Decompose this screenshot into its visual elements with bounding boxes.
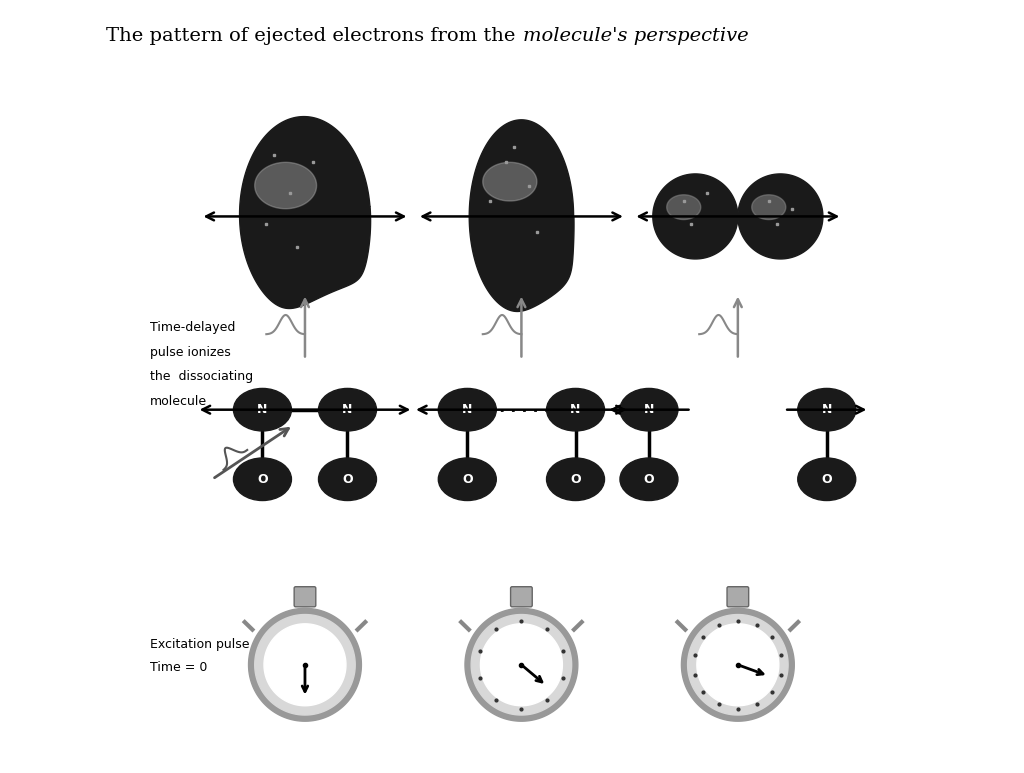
Ellipse shape bbox=[318, 389, 377, 431]
Polygon shape bbox=[471, 615, 571, 715]
Text: N: N bbox=[570, 404, 581, 416]
Polygon shape bbox=[469, 120, 574, 312]
Text: Excitation pulse: Excitation pulse bbox=[151, 638, 250, 651]
Text: the  dissociating: the dissociating bbox=[151, 370, 254, 383]
Text: pulse ionizes: pulse ionizes bbox=[151, 346, 231, 359]
Text: The pattern of ejected electrons from the: The pattern of ejected electrons from th… bbox=[105, 27, 521, 45]
Ellipse shape bbox=[547, 389, 604, 431]
Polygon shape bbox=[465, 608, 578, 721]
Ellipse shape bbox=[620, 458, 678, 501]
Polygon shape bbox=[249, 608, 361, 721]
Text: N: N bbox=[462, 404, 472, 416]
Text: O: O bbox=[644, 473, 654, 485]
Ellipse shape bbox=[798, 458, 856, 501]
Polygon shape bbox=[482, 162, 537, 201]
Ellipse shape bbox=[620, 389, 678, 431]
FancyBboxPatch shape bbox=[727, 587, 749, 607]
Polygon shape bbox=[667, 195, 700, 220]
Polygon shape bbox=[697, 624, 779, 706]
Polygon shape bbox=[240, 117, 371, 308]
Polygon shape bbox=[255, 615, 355, 715]
Text: molecule's perspective: molecule's perspective bbox=[523, 27, 749, 45]
Polygon shape bbox=[255, 162, 316, 209]
Text: N: N bbox=[821, 404, 831, 416]
Ellipse shape bbox=[798, 389, 856, 431]
Text: N: N bbox=[644, 404, 654, 416]
Text: O: O bbox=[570, 473, 581, 485]
FancyBboxPatch shape bbox=[294, 587, 315, 607]
Text: O: O bbox=[462, 473, 473, 485]
Text: O: O bbox=[821, 473, 833, 485]
Ellipse shape bbox=[233, 458, 292, 501]
Text: Time = 0: Time = 0 bbox=[151, 661, 208, 674]
Text: O: O bbox=[257, 473, 267, 485]
Ellipse shape bbox=[318, 458, 377, 501]
Polygon shape bbox=[480, 624, 562, 706]
Ellipse shape bbox=[438, 458, 497, 501]
Polygon shape bbox=[738, 174, 823, 259]
Text: Time-delayed: Time-delayed bbox=[151, 321, 236, 334]
FancyBboxPatch shape bbox=[511, 587, 532, 607]
Text: molecule: molecule bbox=[151, 395, 208, 408]
Ellipse shape bbox=[438, 389, 497, 431]
Text: N: N bbox=[257, 404, 267, 416]
Polygon shape bbox=[752, 195, 785, 220]
Polygon shape bbox=[681, 608, 795, 721]
Ellipse shape bbox=[233, 389, 292, 431]
Polygon shape bbox=[687, 615, 788, 715]
Text: O: O bbox=[342, 473, 353, 485]
Text: N: N bbox=[342, 404, 352, 416]
Ellipse shape bbox=[547, 458, 604, 501]
Polygon shape bbox=[653, 174, 738, 259]
Polygon shape bbox=[264, 624, 346, 706]
